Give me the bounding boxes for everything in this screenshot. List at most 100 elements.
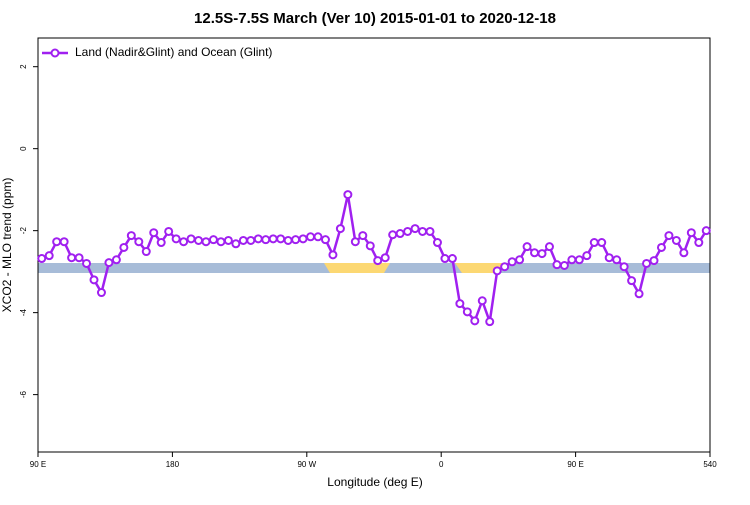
point [358,231,368,241]
point [410,224,420,234]
y-tick-label: -4 [19,309,28,317]
point [418,226,428,236]
point [313,232,323,242]
point [179,237,189,247]
point [156,238,166,248]
point [194,235,204,245]
point [149,228,159,238]
x-axis-label: Longitude (deg E) [327,475,422,489]
point [694,238,704,248]
point [537,249,547,259]
point [679,248,689,258]
point [238,235,248,245]
point [208,235,218,245]
point [37,254,47,264]
y-axis-label: XCO2 - MLO trend (ppm) [0,178,14,313]
point [649,256,659,266]
point [559,260,569,270]
y-tick-label: 2 [19,64,28,69]
x-tick-label: 90 W [297,460,316,469]
point [567,255,577,265]
point [231,239,241,249]
point [141,247,151,257]
point [119,242,129,252]
point [74,253,84,263]
point [335,224,345,234]
point [604,253,614,263]
point [515,255,525,265]
point [582,251,592,261]
point [373,256,383,266]
point [425,226,435,236]
point [350,237,360,247]
point [82,258,92,268]
point [627,276,637,286]
point [268,234,278,244]
y-tick-label: -2 [19,227,28,235]
legend-marker [50,48,60,58]
y-tick-label: 0 [19,146,28,151]
point [544,242,554,252]
point [634,289,644,299]
point [306,232,316,242]
point [686,228,696,238]
point [291,235,301,245]
point [246,235,256,245]
point [597,238,607,248]
point [462,307,472,317]
legend-label: Land (Nadir&Glint) and Ocean (Glint) [75,45,272,59]
point [186,234,196,244]
point [447,254,457,264]
point [492,266,502,276]
point [261,235,271,245]
point [223,235,233,245]
point [89,275,99,285]
point [440,254,450,264]
point [380,253,390,263]
point [642,258,652,268]
point [343,190,353,200]
point [111,255,121,265]
point [320,235,330,245]
point [52,237,62,247]
point [574,255,584,265]
point [477,296,487,306]
x-tick-label: 180 [166,460,180,469]
point [470,316,480,326]
land [324,263,390,273]
point [530,248,540,258]
point [164,226,174,236]
point [216,237,226,247]
point [522,242,532,252]
point [44,251,54,261]
land [455,263,505,273]
point [104,258,114,268]
point [59,237,69,247]
point [664,231,674,241]
point [365,241,375,251]
point [298,234,308,244]
point [171,234,181,244]
point [656,242,666,252]
point [455,299,465,309]
y-tick-label: -6 [19,391,28,399]
point [432,238,442,248]
point [485,317,495,327]
x-tick-label: 90 E [30,460,46,469]
chart-title: 12.5S-7.5S March (Ver 10) 2015-01-01 to … [194,10,556,27]
point [96,288,106,298]
point [276,234,286,244]
point [388,230,398,240]
point [134,237,144,247]
point [552,260,562,270]
point [701,226,711,236]
point [619,262,629,272]
point [67,253,77,263]
point [403,226,413,236]
point [507,257,517,267]
x-tick-label: 540 [703,460,717,469]
point [253,234,263,244]
point [671,235,681,245]
point [500,262,510,272]
